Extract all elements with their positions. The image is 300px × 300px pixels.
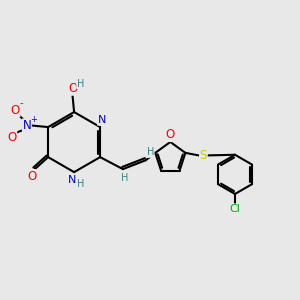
Text: O: O [8,131,17,144]
Text: Cl: Cl [230,204,240,214]
Text: H: H [121,173,128,183]
Text: O: O [27,169,36,183]
Text: O: O [166,128,175,142]
Text: O: O [11,104,20,117]
Text: S: S [200,149,207,162]
Text: H: H [147,147,154,158]
Text: -: - [19,98,23,108]
Text: O: O [68,82,77,95]
Text: H: H [77,79,84,88]
Text: +: + [30,115,37,124]
Text: N: N [68,175,77,185]
Text: N: N [98,115,106,125]
Text: H: H [77,179,84,189]
Text: N: N [22,119,31,132]
